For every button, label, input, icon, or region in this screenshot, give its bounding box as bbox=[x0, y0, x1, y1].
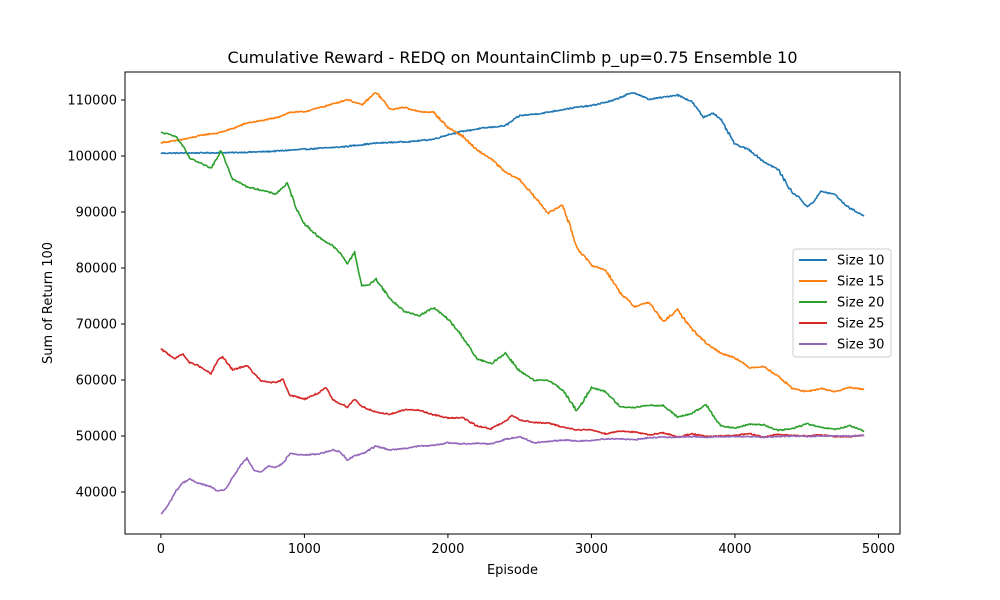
legend-entry: Size 30 bbox=[837, 338, 884, 353]
y-tick-label: 110000 bbox=[67, 94, 117, 109]
y-tick-label: 60000 bbox=[76, 374, 117, 389]
y-tick-label: 90000 bbox=[76, 206, 117, 221]
legend-entry: Size 10 bbox=[837, 254, 884, 269]
y-tick-label: 50000 bbox=[76, 430, 117, 445]
legend-entry: Size 20 bbox=[837, 296, 884, 311]
x-tick-label: 5000 bbox=[862, 542, 895, 557]
y-axis-label: Sum of Return 100 bbox=[41, 242, 56, 364]
legend: Size 10 Size 15 Size 20 Size 25 Size 30 bbox=[792, 248, 892, 358]
x-tick-label: 0 bbox=[157, 542, 165, 557]
x-axis: 0 1000 2000 3000 4000 5000 bbox=[157, 534, 895, 557]
y-tick-label: 100000 bbox=[67, 150, 117, 165]
x-tick-label: 1000 bbox=[288, 542, 321, 557]
y-tick-label: 80000 bbox=[76, 262, 117, 277]
series-line-size-30 bbox=[160, 434, 865, 515]
y-tick-label: 70000 bbox=[76, 318, 117, 333]
plot-frame bbox=[124, 71, 901, 535]
series-line-size-15 bbox=[160, 92, 865, 393]
x-tick-label: 2000 bbox=[431, 542, 464, 557]
chart-title: Cumulative Reward - REDQ on MountainClim… bbox=[227, 48, 797, 68]
series-line-size-25 bbox=[160, 348, 865, 439]
series-lines bbox=[160, 92, 865, 515]
legend-entry: Size 15 bbox=[837, 275, 884, 290]
legend-entry: Size 25 bbox=[837, 317, 884, 332]
x-axis-label: Episode bbox=[487, 563, 538, 578]
series-line-size-10 bbox=[160, 92, 865, 217]
y-tick-label: 40000 bbox=[76, 486, 117, 501]
series-line-size-20 bbox=[160, 131, 865, 433]
legend-box bbox=[792, 248, 892, 358]
y-axis: 40000 50000 60000 70000 80000 90000 100000 1100… bbox=[67, 94, 125, 501]
x-tick-label: 4000 bbox=[718, 542, 751, 557]
x-tick-label: 3000 bbox=[575, 542, 608, 557]
